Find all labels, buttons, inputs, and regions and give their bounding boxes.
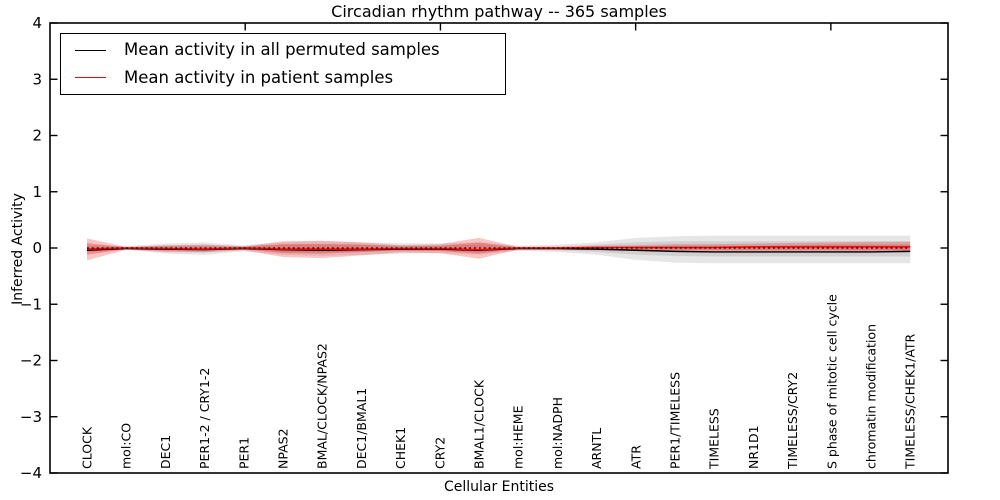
x-tick-label: NR1D1 bbox=[746, 425, 761, 469]
y-tick-label: 2 bbox=[32, 127, 42, 145]
patient-line-sample bbox=[75, 77, 106, 79]
x-tick-label: mol:CO bbox=[119, 423, 134, 469]
legend-item-patient: Mean activity in patient samples bbox=[75, 67, 505, 89]
x-tick-label: CHEK1 bbox=[393, 427, 408, 469]
x-tick-label: CLOCK bbox=[80, 426, 95, 469]
x-tick-label: S phase of mitotic cell cycle bbox=[824, 294, 839, 469]
y-tick-label: −2 bbox=[20, 352, 42, 370]
x-axis-label: Cellular Entities bbox=[443, 479, 555, 495]
legend-label-patient: Mean activity in patient samples bbox=[124, 67, 394, 87]
y-tick-label: 1 bbox=[32, 183, 42, 201]
legend: Mean activity in all permuted samples Me… bbox=[60, 33, 506, 95]
x-tick-label: ARNTL bbox=[589, 428, 604, 469]
x-tick-label: PER1-2 / CRY1-2 bbox=[197, 368, 212, 469]
legend-item-permuted: Mean activity in all permuted samples bbox=[75, 39, 505, 61]
x-tick-label: PER1 bbox=[236, 437, 251, 469]
x-tick-label: chromatin modification bbox=[864, 324, 879, 469]
y-tick-label: −3 bbox=[20, 408, 42, 426]
x-tick-label: BMAL/CLOCK/NPAS2 bbox=[315, 343, 330, 469]
x-tick-label: DEC1/BMAL1 bbox=[354, 388, 369, 469]
x-tick-label: CRY2 bbox=[432, 437, 447, 469]
x-tick-label: ATR bbox=[628, 445, 643, 469]
x-tick-label: BMAL1/CLOCK bbox=[472, 379, 487, 469]
y-axis-label: Inferred Activity bbox=[10, 193, 26, 305]
legend-label-permuted: Mean activity in all permuted samples bbox=[124, 40, 440, 60]
permuted-line-sample bbox=[75, 49, 106, 51]
x-tick-label: NPAS2 bbox=[276, 428, 291, 469]
x-tick-label: DEC1 bbox=[158, 435, 173, 469]
x-tick-label: TIMELESS/CRY2 bbox=[785, 372, 800, 470]
y-tick-label: −1 bbox=[20, 295, 42, 313]
x-tick-label: TIMELESS/CHEK1/ATR bbox=[903, 333, 918, 470]
x-tick-label: TIMELESS bbox=[707, 408, 722, 470]
y-tick-label: 3 bbox=[32, 70, 42, 88]
x-tick-label: mol:HEME bbox=[511, 405, 526, 469]
y-tick-label: 0 bbox=[32, 239, 42, 257]
x-tick-label: mol:NADPH bbox=[550, 397, 565, 469]
y-tick-label: −4 bbox=[20, 464, 42, 482]
chart-title: Circadian rhythm pathway -- 365 samples bbox=[331, 2, 667, 21]
y-tick-label: 4 bbox=[32, 14, 42, 32]
x-tick-label: PER1/TIMELESS bbox=[668, 372, 683, 469]
